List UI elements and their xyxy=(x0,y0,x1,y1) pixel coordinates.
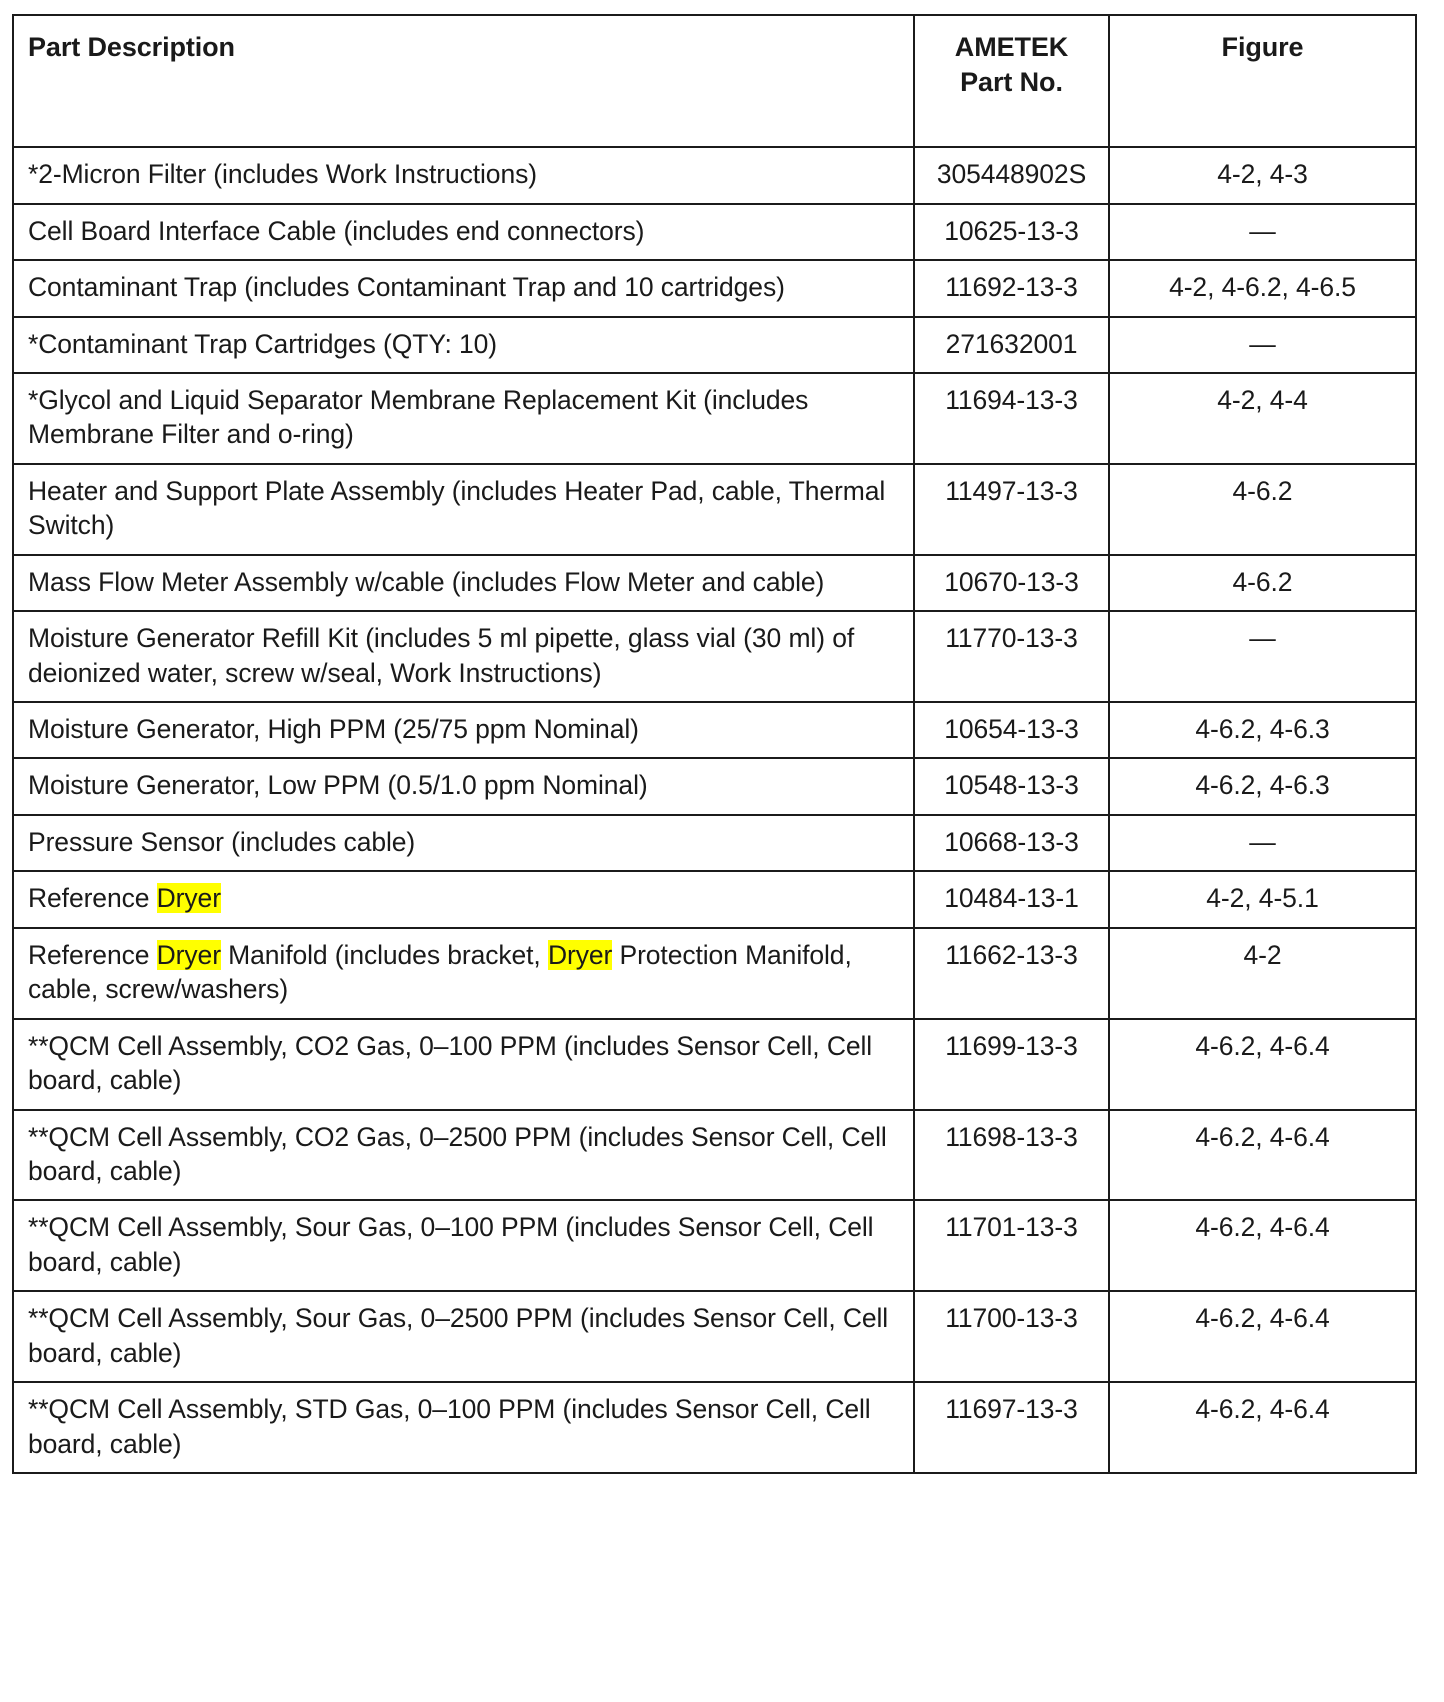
cell-part-description: Heater and Support Plate Assembly (inclu… xyxy=(12,462,915,556)
cell-figure: 4-6.2, 4-6.4 xyxy=(1108,1290,1417,1384)
column-header-figure: Figure xyxy=(1108,13,1417,149)
cell-part-description: *Contaminant Trap Cartridges (QTY: 10) xyxy=(12,315,915,374)
table-header-row: Part Description AMETEK Part No. Figure xyxy=(12,13,1417,149)
cell-part-description: Reference Dryer Manifold (includes brack… xyxy=(12,926,915,1020)
cell-ametek-part-no: 11698-13-3 xyxy=(913,1108,1110,1202)
cell-ametek-part-no: 11699-13-3 xyxy=(913,1017,1110,1111)
table-row: Pressure Sensor (includes cable) 10668-13… xyxy=(12,813,1417,873)
cell-figure: — xyxy=(1108,315,1417,374)
table-row: **QCM Cell Assembly, CO2 Gas, 0–100 PPM … xyxy=(12,1017,1417,1111)
table-row: **QCM Cell Assembly, STD Gas, 0–100 PPM … xyxy=(12,1381,1417,1474)
cell-ametek-part-no: 11694-13-3 xyxy=(913,371,1110,465)
table-row: Reference Dryer 10484-13-1 4-2, 4-5.1 xyxy=(12,870,1417,929)
cell-part-description: Moisture Generator, Low PPM (0.5/1.0 ppm… xyxy=(12,757,915,816)
cell-part-description: Moisture Generator, High PPM (25/75 ppm … xyxy=(12,700,915,760)
cell-figure: 4-6.2, 4-6.4 xyxy=(1108,1381,1417,1474)
cell-figure: — xyxy=(1108,610,1417,703)
cell-figure: — xyxy=(1108,813,1417,873)
table-row: Moisture Generator, High PPM (25/75 ppm … xyxy=(12,700,1417,760)
column-header-part-description: Part Description xyxy=(12,13,915,149)
search-highlight: Dryer xyxy=(547,939,613,970)
cell-part-description: *2-Micron Filter (includes Work Instruct… xyxy=(12,146,915,205)
table-row: *Glycol and Liquid Separator Membrane Re… xyxy=(12,371,1417,465)
cell-figure: 4-6.2, 4-6.4 xyxy=(1108,1108,1417,1202)
table-row: *2-Micron Filter (includes Work Instruct… xyxy=(12,146,1417,205)
cell-figure: 4-2, 4-5.1 xyxy=(1108,870,1417,929)
table-body: *2-Micron Filter (includes Work Instruct… xyxy=(12,146,1417,1474)
table-row: **QCM Cell Assembly, Sour Gas, 0–2500 PP… xyxy=(12,1290,1417,1384)
cell-part-description: Contaminant Trap (includes Contaminant T… xyxy=(12,259,915,318)
table-row: Moisture Generator, Low PPM (0.5/1.0 ppm… xyxy=(12,757,1417,816)
table-row: Cell Board Interface Cable (includes end… xyxy=(12,202,1417,262)
cell-ametek-part-no: 10548-13-3 xyxy=(913,757,1110,816)
cell-part-description: **QCM Cell Assembly, CO2 Gas, 0–100 PPM … xyxy=(12,1017,915,1111)
spare-parts-table: Part Description AMETEK Part No. Figure … xyxy=(12,13,1417,1474)
cell-ametek-part-no: 10670-13-3 xyxy=(913,553,1110,613)
description-text: Protec­tion Manifold, cable, screw/washe… xyxy=(28,939,852,1005)
cell-ametek-part-no: 10668-13-3 xyxy=(913,813,1110,873)
cell-part-description: Reference Dryer xyxy=(12,870,915,929)
table-row: *Contaminant Trap Cartridges (QTY: 10) 27… xyxy=(12,315,1417,374)
table-row: Moisture Generator Refill Kit (includes … xyxy=(12,610,1417,703)
search-highlight: Dryer xyxy=(156,939,221,970)
description-text: Reference xyxy=(28,939,157,970)
cell-figure: — xyxy=(1108,202,1417,262)
cell-figure: 4-2, 4-4 xyxy=(1108,371,1417,465)
cell-part-description: Pressure Sensor (includes cable) xyxy=(12,813,915,873)
cell-ametek-part-no: 11692-13-3 xyxy=(913,259,1110,318)
cell-figure: 4-2, 4-6.2, 4-6.5 xyxy=(1108,259,1417,318)
cell-part-description: Moisture Generator Refill Kit (includes … xyxy=(12,610,915,703)
cell-part-description: Cell Board Interface Cable (includes end… xyxy=(12,202,915,262)
description-text: Manifold (includes bracket, xyxy=(220,939,548,970)
cell-ametek-part-no: 271632001 xyxy=(913,315,1110,374)
cell-part-description: **QCM Cell Assembly, Sour Gas, 0–100 PPM… xyxy=(12,1199,915,1293)
column-header-ametek-part-no: AMETEK Part No. xyxy=(913,13,1110,149)
column-header-ametek-part-no-line2: No. xyxy=(1019,67,1063,98)
column-header-ametek-part-no-line1: AMETEK Part xyxy=(954,32,1069,98)
table-row: **QCM Cell Assembly, Sour Gas, 0–100 PPM… xyxy=(12,1199,1417,1293)
cell-ametek-part-no: 11700-13-3 xyxy=(913,1290,1110,1384)
cell-ametek-part-no: 11662-13-3 xyxy=(913,926,1110,1020)
cell-figure: 4-2, 4-3 xyxy=(1108,146,1417,205)
cell-ametek-part-no: 10625-13-3 xyxy=(913,202,1110,262)
cell-part-description: **QCM Cell Assembly, CO2 Gas, 0–2500 PPM… xyxy=(12,1108,915,1202)
cell-figure: 4-6.2 xyxy=(1108,553,1417,613)
cell-ametek-part-no: 10654-13-3 xyxy=(913,700,1110,760)
cell-ametek-part-no: 11697-13-3 xyxy=(913,1381,1110,1474)
cell-part-description: *Glycol and Liquid Separator Membrane Re… xyxy=(12,371,915,465)
cell-figure: 4-6.2, 4-6.3 xyxy=(1108,700,1417,760)
cell-figure: 4-6.2 xyxy=(1108,462,1417,556)
cell-figure: 4-6.2, 4-6.4 xyxy=(1108,1017,1417,1111)
cell-part-description: Mass Flow Meter Assembly w/cable (includ… xyxy=(12,553,915,613)
table-row: Contaminant Trap (includes Contaminant T… xyxy=(12,259,1417,318)
cell-figure: 4-6.2, 4-6.3 xyxy=(1108,757,1417,816)
table-row: Mass Flow Meter Assembly w/cable (includ… xyxy=(12,553,1417,613)
cell-ametek-part-no: 11770-13-3 xyxy=(913,610,1110,703)
cell-figure: 4-6.2, 4-6.4 xyxy=(1108,1199,1417,1293)
table-row: Reference Dryer Manifold (includes brack… xyxy=(12,926,1417,1020)
cell-ametek-part-no: 11701-13-3 xyxy=(913,1199,1110,1293)
search-highlight: Dryer xyxy=(156,883,221,914)
table-header: Part Description AMETEK Part No. Figure xyxy=(12,13,1417,149)
cell-figure: 4-2 xyxy=(1108,926,1417,1020)
table-row: **QCM Cell Assembly, CO2 Gas, 0–2500 PPM… xyxy=(12,1108,1417,1202)
cell-ametek-part-no: 305448902S xyxy=(913,146,1110,205)
cell-part-description: **QCM Cell Assembly, Sour Gas, 0–2500 PP… xyxy=(12,1290,915,1384)
cell-ametek-part-no: 11497-13-3 xyxy=(913,462,1110,556)
description-text: Reference xyxy=(28,883,157,914)
cell-ametek-part-no: 10484-13-1 xyxy=(913,870,1110,929)
cell-part-description: **QCM Cell Assembly, STD Gas, 0–100 PPM … xyxy=(12,1381,915,1474)
table-row: Heater and Support Plate Assembly (inclu… xyxy=(12,462,1417,556)
